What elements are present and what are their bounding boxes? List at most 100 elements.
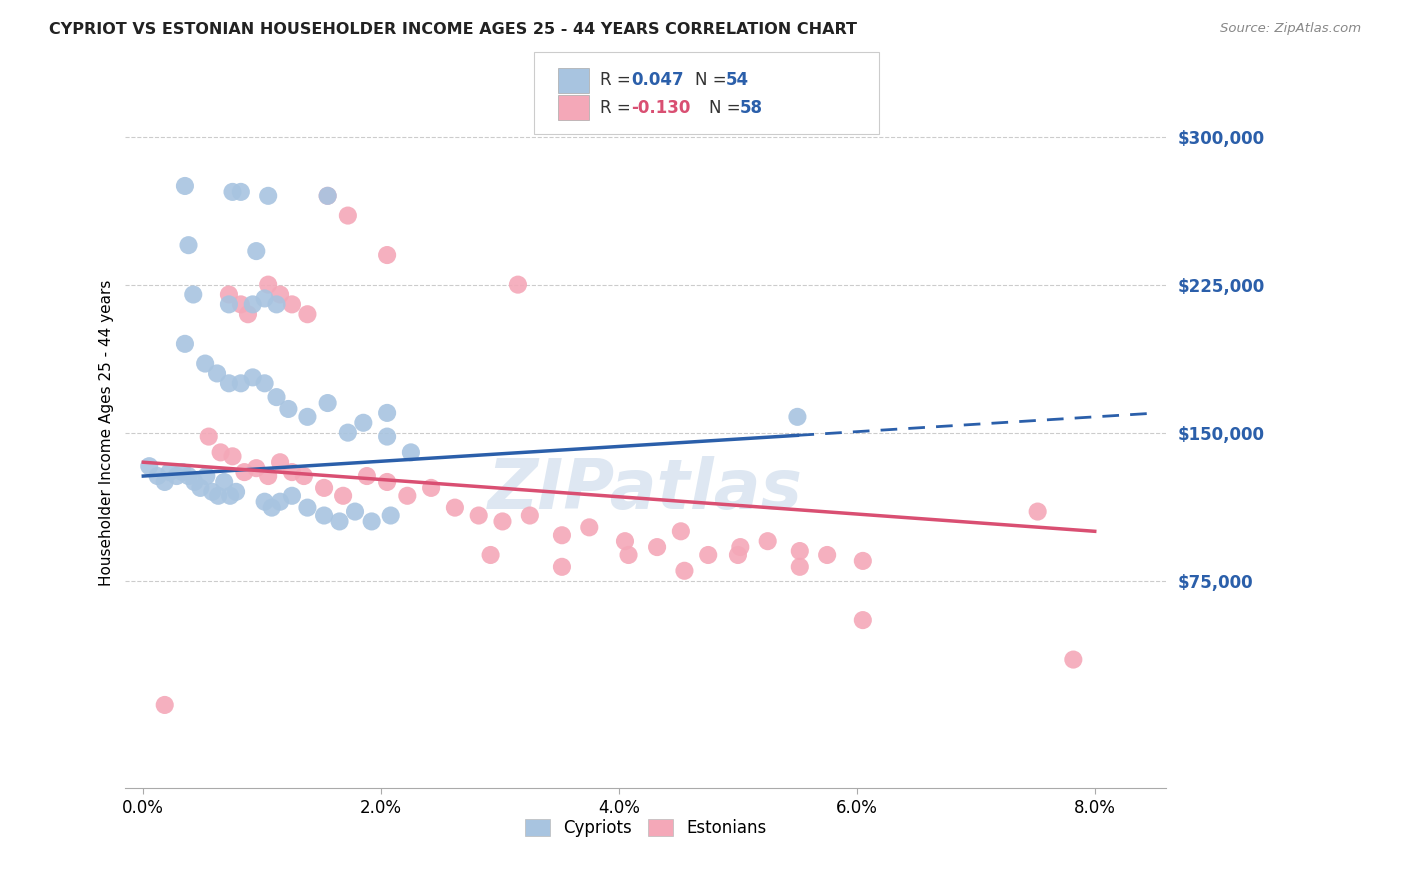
Point <box>201 484 224 499</box>
Point <box>159 465 181 479</box>
Point <box>146 469 169 483</box>
Point <box>669 524 692 539</box>
Point <box>242 370 264 384</box>
Point <box>360 515 382 529</box>
Point <box>316 189 339 203</box>
Point <box>253 494 276 508</box>
Point <box>172 465 194 479</box>
Point <box>328 515 350 529</box>
Point <box>257 277 280 292</box>
Point <box>253 292 276 306</box>
Point <box>229 185 252 199</box>
Point <box>229 376 252 391</box>
Point <box>506 277 529 292</box>
Point <box>356 469 378 483</box>
Point <box>269 287 291 301</box>
Point <box>343 505 366 519</box>
Point <box>281 489 304 503</box>
Point <box>233 465 256 479</box>
Point <box>578 520 600 534</box>
Point <box>614 534 637 549</box>
Point <box>190 481 212 495</box>
Point <box>352 416 374 430</box>
Point <box>730 540 752 554</box>
Point <box>181 287 204 301</box>
Point <box>312 481 335 495</box>
Point <box>281 465 304 479</box>
Text: Source: ZipAtlas.com: Source: ZipAtlas.com <box>1220 22 1361 36</box>
Point <box>207 489 229 503</box>
Point <box>316 189 339 203</box>
Point <box>218 287 240 301</box>
Point <box>236 307 259 321</box>
Point <box>205 367 228 381</box>
Point <box>253 376 276 391</box>
Point <box>789 544 811 558</box>
Point <box>297 500 319 515</box>
Point <box>153 698 176 712</box>
Point <box>380 508 402 523</box>
Point <box>551 559 574 574</box>
Point <box>242 297 264 311</box>
Point <box>375 248 398 262</box>
Point <box>166 469 188 483</box>
Point <box>399 445 422 459</box>
Point <box>815 548 838 562</box>
Point <box>218 297 240 311</box>
Point <box>420 481 443 495</box>
Legend: Cypriots, Estonians: Cypriots, Estonians <box>517 812 773 844</box>
Point <box>756 534 779 549</box>
Point <box>312 508 335 523</box>
Point <box>375 429 398 443</box>
Point <box>396 489 419 503</box>
Point <box>221 450 243 464</box>
Point <box>697 548 720 562</box>
Point <box>297 307 319 321</box>
Text: -0.130: -0.130 <box>631 99 690 117</box>
Text: 0.047: 0.047 <box>631 71 683 89</box>
Point <box>297 409 319 424</box>
Point <box>225 484 247 499</box>
Text: N =: N = <box>695 71 731 89</box>
Point <box>177 469 200 483</box>
Point <box>336 209 359 223</box>
Point <box>673 564 696 578</box>
Point <box>281 297 304 311</box>
Point <box>197 429 219 443</box>
Point <box>245 461 267 475</box>
Point <box>551 528 574 542</box>
Point <box>194 357 217 371</box>
Point <box>245 244 267 258</box>
Point <box>219 489 242 503</box>
Point <box>209 445 232 459</box>
Point <box>332 489 354 503</box>
Point <box>212 475 235 489</box>
Point <box>260 500 283 515</box>
Point <box>218 376 240 391</box>
Y-axis label: Householder Income Ages 25 - 44 years: Householder Income Ages 25 - 44 years <box>100 279 114 586</box>
Text: 58: 58 <box>740 99 762 117</box>
Point <box>174 336 197 351</box>
Point <box>375 406 398 420</box>
Point <box>617 548 640 562</box>
Point <box>138 459 160 474</box>
Point <box>479 548 502 562</box>
Point <box>316 396 339 410</box>
Point <box>375 475 398 489</box>
Point <box>786 409 808 424</box>
Point <box>1062 652 1084 666</box>
Point <box>277 401 299 416</box>
Point <box>257 189 280 203</box>
Text: R =: R = <box>600 99 637 117</box>
Point <box>292 469 315 483</box>
Point <box>183 475 205 489</box>
Point <box>269 494 291 508</box>
Text: ZIPatlas: ZIPatlas <box>488 456 803 523</box>
Point <box>519 508 541 523</box>
Text: N =: N = <box>709 99 745 117</box>
Point <box>257 469 280 483</box>
Point <box>444 500 467 515</box>
Point <box>336 425 359 440</box>
Point <box>266 297 288 311</box>
Point <box>174 178 197 193</box>
